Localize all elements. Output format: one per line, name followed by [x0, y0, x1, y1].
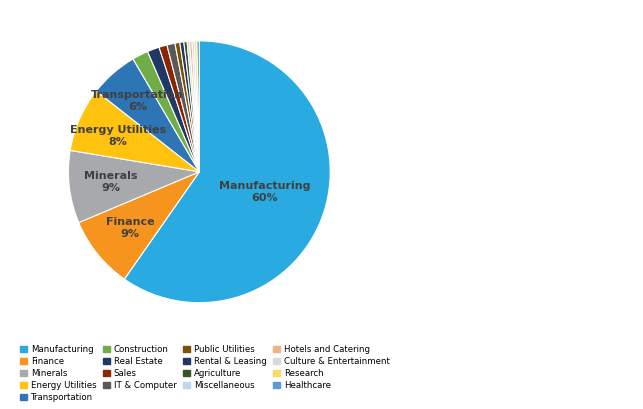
Wedge shape — [68, 151, 199, 222]
Wedge shape — [96, 59, 199, 172]
Text: Manufacturing
60%: Manufacturing 60% — [219, 182, 310, 203]
Wedge shape — [180, 42, 199, 172]
Wedge shape — [78, 172, 199, 279]
Wedge shape — [167, 43, 199, 172]
Wedge shape — [70, 91, 199, 172]
Wedge shape — [194, 41, 199, 172]
Wedge shape — [124, 41, 331, 303]
Wedge shape — [133, 52, 199, 172]
Wedge shape — [148, 47, 199, 172]
Wedge shape — [159, 45, 199, 172]
Wedge shape — [197, 41, 199, 172]
Wedge shape — [190, 41, 199, 172]
Wedge shape — [184, 41, 199, 172]
Wedge shape — [175, 43, 199, 172]
Legend: Manufacturing, Finance, Minerals, Energy Utilities, Transportation, Construction: Manufacturing, Finance, Minerals, Energy… — [17, 342, 392, 405]
Wedge shape — [187, 41, 199, 172]
Wedge shape — [192, 41, 199, 172]
Text: Transportation
6%: Transportation 6% — [91, 90, 183, 112]
Text: Energy Utilities
8%: Energy Utilities 8% — [70, 125, 166, 147]
Text: Minerals
9%: Minerals 9% — [84, 171, 138, 193]
Text: Finance
9%: Finance 9% — [106, 217, 154, 238]
